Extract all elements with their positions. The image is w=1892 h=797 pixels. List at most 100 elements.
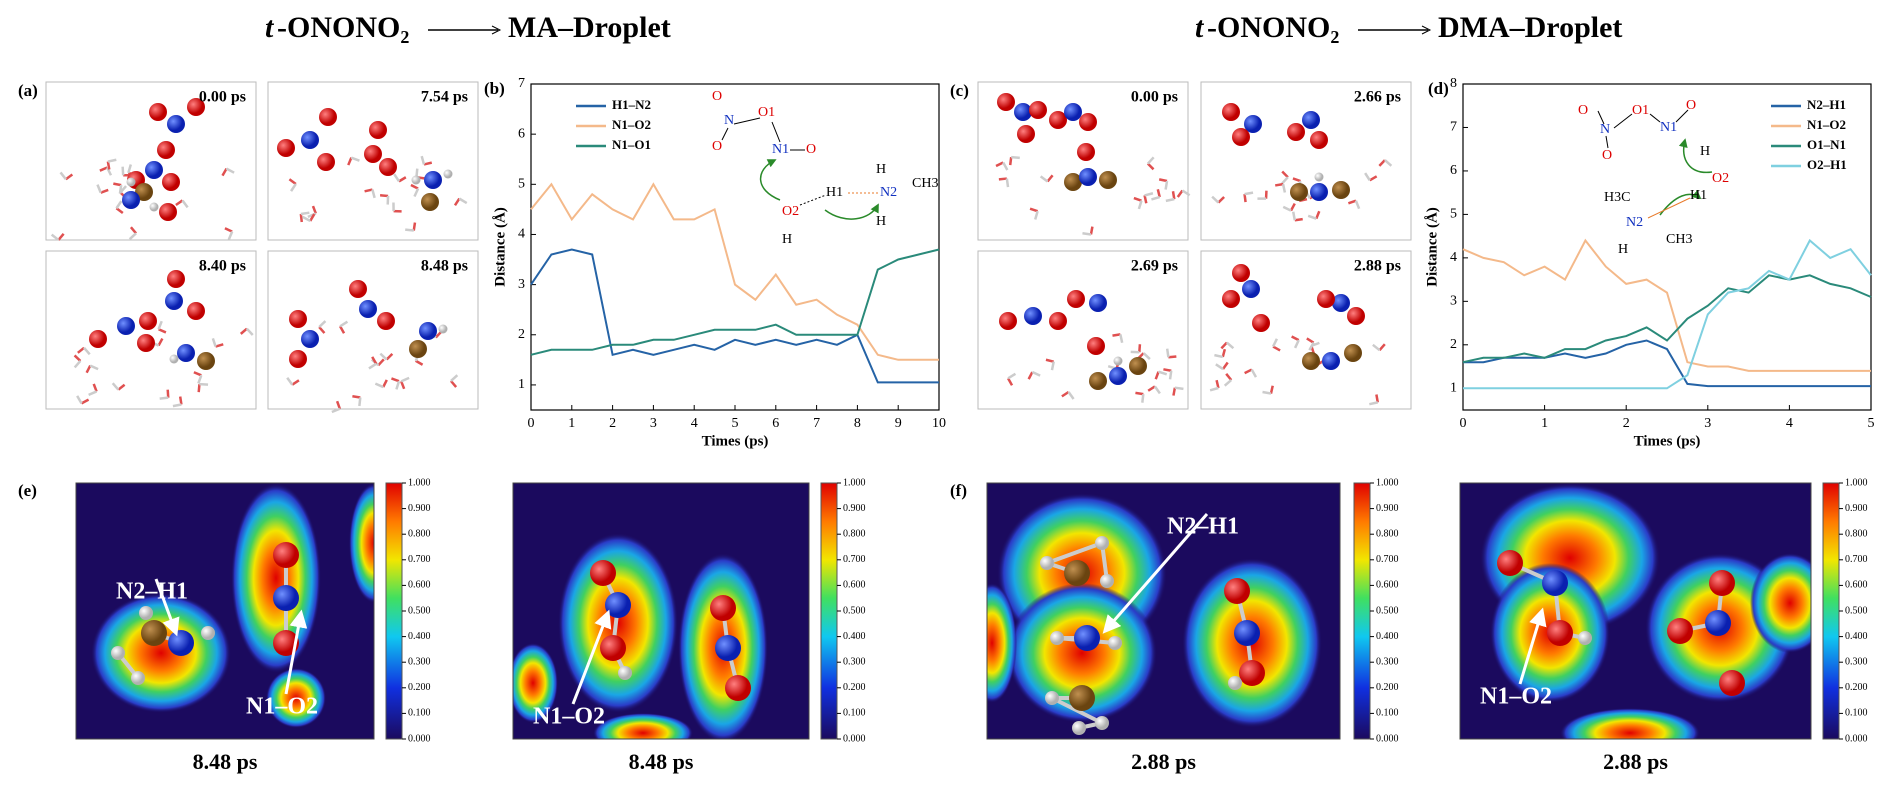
- water: [311, 205, 317, 214]
- series-line: [530, 248, 940, 356]
- water: [450, 374, 459, 382]
- legend-label: N1–O1: [612, 137, 651, 152]
- map-frame: [986, 482, 1341, 740]
- colorbar-label: 0.100: [1845, 708, 1868, 719]
- atom: [710, 595, 736, 621]
- density-blob: [1750, 553, 1811, 653]
- atom: [1310, 131, 1328, 149]
- colorbar-label: 0.100: [843, 708, 866, 719]
- atom: [1074, 625, 1100, 651]
- water: [291, 379, 300, 386]
- mechanism-inset: O O1 N1 O N O H O2 H1 H3C N2 H CH3: [1578, 98, 1729, 257]
- water: [299, 213, 304, 223]
- water: [1281, 183, 1287, 193]
- water: [127, 164, 133, 174]
- water: [1146, 162, 1155, 171]
- colorbar-label: 0.700: [843, 554, 866, 565]
- y-tick-label: 3: [518, 277, 525, 292]
- water: [1039, 175, 1049, 183]
- water: [300, 211, 310, 216]
- x-tick-label: 2: [609, 416, 616, 431]
- water: [77, 346, 85, 354]
- atom: [135, 183, 153, 201]
- plot-frame: [530, 83, 940, 411]
- water: [1308, 342, 1315, 351]
- water: [1147, 385, 1156, 392]
- water: [1347, 199, 1357, 205]
- atom: [167, 270, 185, 288]
- water: [1211, 195, 1220, 204]
- water: [339, 320, 349, 328]
- line-chart: 0 1 2 3 4 5 1 2 3 4 5 6 7 8 Times (ps) Distance (Å) N2–H…: [1424, 76, 1874, 449]
- water: [391, 377, 400, 383]
- atom: [1709, 570, 1735, 596]
- atom: [319, 108, 337, 126]
- atom: [379, 158, 397, 176]
- water: [1181, 189, 1191, 197]
- atom: [1314, 172, 1324, 182]
- snapshot-frame: [1200, 81, 1412, 241]
- water: [1112, 333, 1121, 337]
- snapshot: 2.66 ps: [1200, 81, 1412, 241]
- water: [85, 365, 92, 374]
- atom: [715, 635, 741, 661]
- water: [420, 155, 426, 165]
- water: [239, 327, 248, 335]
- atom: [618, 666, 632, 680]
- colorbar-label: 0.500: [1845, 605, 1868, 616]
- water: [1306, 337, 1315, 344]
- x-tick-label: 5: [1868, 416, 1875, 431]
- x-tick-label: 1: [568, 416, 575, 431]
- atom: [162, 173, 180, 191]
- water: [113, 182, 122, 187]
- water: [1005, 178, 1010, 188]
- colorbar-label: 0.200: [1376, 682, 1399, 693]
- atom: [273, 630, 299, 656]
- density-blob: [1560, 708, 1700, 739]
- annotation-arrow: [284, 609, 308, 695]
- water: [335, 400, 342, 410]
- y-tick-label: 6: [1450, 163, 1457, 178]
- water: [1292, 211, 1297, 221]
- atom: [1244, 115, 1262, 133]
- water: [400, 380, 406, 390]
- atom: [1719, 670, 1745, 696]
- y-tick-label: 1: [1450, 380, 1457, 395]
- colorbar-label: 0.000: [1845, 733, 1868, 744]
- map-frame: [1459, 482, 1812, 740]
- water: [371, 189, 376, 199]
- atom: [1087, 337, 1105, 355]
- water: [1221, 348, 1227, 358]
- water: [453, 197, 461, 206]
- water: [377, 358, 385, 367]
- atom: [1079, 113, 1097, 131]
- water: [331, 407, 341, 414]
- water: [1291, 335, 1300, 342]
- colorbar-label: 0.800: [1376, 528, 1399, 539]
- atom-label: H: [876, 162, 886, 177]
- colorbar-label: 1.000: [408, 477, 431, 488]
- water: [1153, 385, 1161, 395]
- atom: [377, 312, 395, 330]
- h-bond: [1647, 197, 1691, 219]
- water: [405, 228, 414, 232]
- water: [1168, 370, 1173, 380]
- title-formula: -ONONO₂: [1207, 11, 1339, 44]
- atom-label: O2: [1712, 171, 1729, 186]
- water: [1151, 195, 1161, 201]
- colorbar-label: 0.500: [1376, 605, 1399, 616]
- water: [290, 183, 297, 192]
- atom: [1129, 357, 1147, 375]
- atom: [369, 121, 387, 139]
- x-tick-label: 4: [691, 416, 698, 431]
- y-axis-label: Distance (Å): [1424, 207, 1440, 287]
- atom: [1049, 111, 1067, 129]
- water: [1281, 176, 1289, 185]
- title-right: t -ONONO₂ DMA–Droplet: [1195, 11, 1622, 44]
- annotation-arrow: [1518, 607, 1547, 685]
- atom: [169, 354, 179, 364]
- water: [1002, 161, 1009, 171]
- elf-map: N1–O2 8.48 ps 0.000 0.100 0.200 0.300 0.400 0.5…: [512, 477, 866, 774]
- water: [1271, 338, 1279, 348]
- density-blob: [513, 643, 558, 723]
